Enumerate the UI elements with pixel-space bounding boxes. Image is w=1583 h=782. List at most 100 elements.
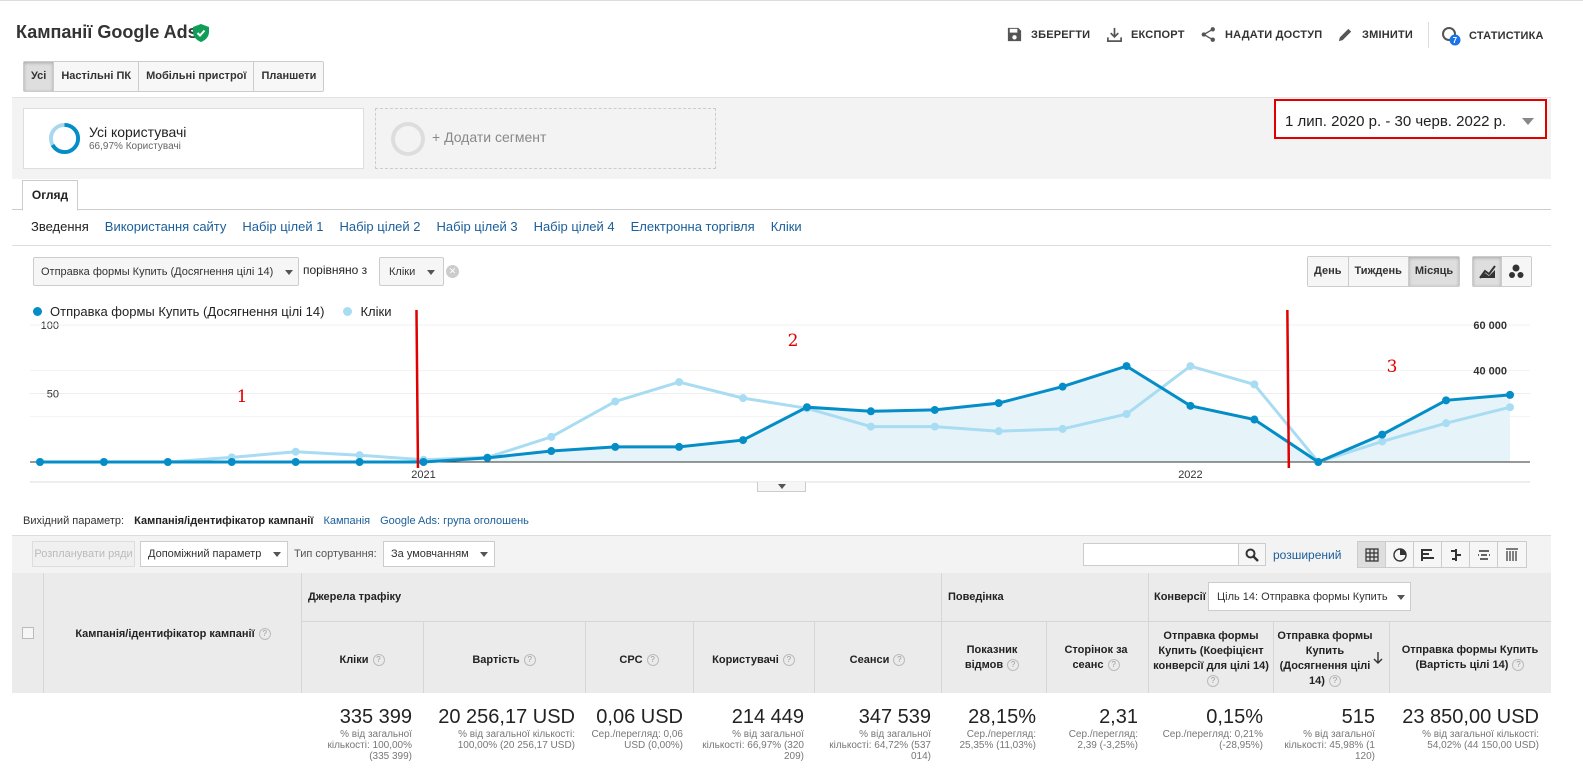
add-segment-button[interactable]: + Додати сегмент <box>375 108 716 169</box>
column-header-goal-value[interactable]: Отправка формы Купить (Вартість цілі 14)… <box>1393 643 1547 673</box>
view-pie-button[interactable] <box>1386 542 1414 567</box>
view-pivot-button[interactable] <box>1498 542 1526 567</box>
column-header-cpc[interactable]: CPC? <box>585 653 693 668</box>
chevron-down-icon <box>427 270 435 275</box>
legend-label-series-2: Кліки <box>360 304 392 319</box>
table-search-input[interactable] <box>1083 543 1239 566</box>
help-icon[interactable]: ? <box>1207 675 1219 688</box>
total-sub: Сер./перегляд: 0,21% (-28,95%) <box>1162 729 1263 751</box>
primary-metric-select[interactable]: Отправка формы Купить (Досягнення цілі 1… <box>33 257 299 286</box>
help-icon[interactable]: ? <box>1007 659 1020 672</box>
period-day-button[interactable]: День <box>1308 257 1349 286</box>
device-tab-desktop[interactable]: Настільні ПК <box>54 62 140 91</box>
chart-expander-handle[interactable] <box>757 482 806 492</box>
subnav-clicks[interactable]: Кліки <box>770 219 802 234</box>
view-comparison-button[interactable] <box>1442 542 1470 567</box>
remove-compare-icon[interactable]: ✕ <box>446 265 459 278</box>
line-chart-button[interactable] <box>1473 257 1502 286</box>
header-divider <box>301 621 1551 622</box>
column-label: Показник відмов <box>964 644 1018 671</box>
insights-button[interactable]: 7 СТАТИСТИКА <box>1441 26 1544 46</box>
subnav-goal-set-1[interactable]: Набір цілей 1 <box>242 219 324 234</box>
help-icon[interactable]: ? <box>1107 659 1120 672</box>
bubble-chart-icon <box>1509 264 1524 278</box>
total-sub: % від загальної кількості: 45,98% (1 120… <box>1284 729 1375 762</box>
help-icon[interactable]: ? <box>258 628 271 641</box>
y-right-tick-label: 40 000 <box>1473 366 1507 378</box>
secondary-dimension-select[interactable]: Допоміжний параметр <box>140 541 288 567</box>
period-month-button[interactable]: Місяць <box>1408 257 1460 286</box>
view-performance-button[interactable] <box>1414 542 1442 567</box>
segment-all-users[interactable]: Усі користувачі 66,97% Користувачі <box>23 108 364 169</box>
series-1-point <box>99 458 108 466</box>
subnav-goal-set-4[interactable]: Набір цілей 4 <box>533 219 615 234</box>
total-cpc: 0,06 USD Сер./перегляд: 0,06 USD (0,00%) <box>589 705 683 751</box>
share-label: НАДАТИ ДОСТУП <box>1225 28 1323 41</box>
dimension-option-adgroup[interactable]: Google Ads: група оголошень <box>380 515 529 527</box>
period-week-button[interactable]: Тиждень <box>1348 257 1409 286</box>
subnav-goal-set-3[interactable]: Набір цілей 3 <box>436 219 518 234</box>
plot-rows-button[interactable]: Розпланувати ряди <box>32 541 135 567</box>
device-filter-group: Усі Настільні ПК Мобільні пристрої Планш… <box>23 61 325 92</box>
table-search-button[interactable] <box>1238 543 1266 566</box>
dimension-column-header[interactable]: Кампанія/ідентифікатор кампанії? <box>48 627 298 642</box>
goal-select[interactable]: Ціль 14: Отправка формы Купить <box>1208 582 1411 611</box>
chevron-down-icon <box>285 270 293 275</box>
chevron-down-icon <box>1397 595 1405 600</box>
edit-button[interactable]: ЗМІНИТИ <box>1337 26 1413 43</box>
device-tab-mobile[interactable]: Мобільні пристрої <box>139 62 255 91</box>
save-button[interactable]: ЗБЕРЕГТИ <box>1006 26 1090 43</box>
subnav-ecommerce[interactable]: Електронна торгівля <box>630 219 755 234</box>
column-header-goal-conv-rate[interactable]: Отправка формы Купить (Коефіцієнт конвер… <box>1152 629 1270 689</box>
search-icon <box>1245 548 1259 562</box>
series-1-point <box>547 447 556 456</box>
device-tab-all[interactable]: Усі <box>24 62 55 91</box>
column-header-users[interactable]: Користувачі? <box>693 653 814 668</box>
help-icon[interactable]: ? <box>893 654 906 667</box>
compare-metric-select[interactable]: Кліки <box>379 257 444 286</box>
help-icon[interactable]: ? <box>372 654 385 667</box>
help-icon[interactable]: ? <box>523 654 536 667</box>
advanced-filter-link[interactable]: розширений <box>1273 548 1342 562</box>
export-button[interactable]: ЕКСПОРТ <box>1106 26 1185 43</box>
column-header-sessions[interactable]: Сеанси? <box>814 653 941 668</box>
date-range-picker[interactable]: 1 лип. 2020 р. - 30 черв. 2022 р. <box>1274 99 1547 139</box>
sort-descending-icon[interactable] <box>1373 652 1383 664</box>
subnav-summary[interactable]: Зведення <box>31 219 89 234</box>
total-bounce-rate: 28,15% Сер./перегляд: 25,35% (11,03%) <box>945 705 1036 751</box>
sort-type-select[interactable]: За умовчанням <box>383 541 495 567</box>
help-icon[interactable]: ? <box>1512 659 1525 672</box>
help-icon[interactable]: ? <box>646 654 659 667</box>
column-header-clicks[interactable]: Кліки? <box>301 653 423 668</box>
legend-label-series-1: Отправка формы Купить (Досягнення цілі 1… <box>50 304 325 319</box>
motion-chart-button[interactable] <box>1502 257 1531 286</box>
total-sub: % від загальної кількості: 100,00% (335 … <box>327 729 412 762</box>
explorer-subnav: Зведення Використання сайту Набір цілей … <box>31 219 802 234</box>
share-button[interactable]: НАДАТИ ДОСТУП <box>1200 26 1322 43</box>
dimension-option-campaign[interactable]: Кампанія <box>323 515 371 527</box>
column-header-cost[interactable]: Вартість? <box>423 653 585 668</box>
share-icon <box>1201 27 1215 42</box>
select-all-checkbox[interactable] <box>22 627 34 639</box>
column-label: CPC <box>619 654 643 666</box>
series-2-point <box>1250 380 1259 389</box>
subnav-goal-set-2[interactable]: Набір цілей 2 <box>339 219 421 234</box>
view-data-button[interactable] <box>1358 542 1386 567</box>
column-header-bounce-rate[interactable]: Показник відмов? <box>952 643 1032 673</box>
red-marker-line <box>415 309 420 469</box>
tab-overview[interactable]: Огляд <box>22 180 78 211</box>
device-tab-tablet[interactable]: Планшети <box>261 70 317 82</box>
column-header-goal-completions[interactable]: Отправка формы Купить (Досягнення цілі 1… <box>1276 629 1374 689</box>
total-clicks: 335 399% від загальної кількості: 100,00… <box>305 705 412 762</box>
view-termcloud-button[interactable] <box>1470 542 1498 567</box>
column-header-pages-per-session[interactable]: Сторінок за сеанс? <box>1056 643 1136 673</box>
total-value: 347 539 <box>858 706 931 728</box>
series-2-point <box>1122 410 1131 419</box>
total-sub: Сер./перегляд: 2,39 (-3,25%) <box>1068 729 1138 751</box>
help-icon[interactable]: ? <box>1328 675 1341 688</box>
help-icon[interactable]: ? <box>782 654 795 667</box>
insights-icon: 7 <box>1442 27 1461 46</box>
series-1-point <box>1506 390 1514 399</box>
total-sub: % від загальної кількості: 64,72% (537 0… <box>829 729 931 762</box>
subnav-site-usage[interactable]: Використання сайту <box>104 219 227 234</box>
